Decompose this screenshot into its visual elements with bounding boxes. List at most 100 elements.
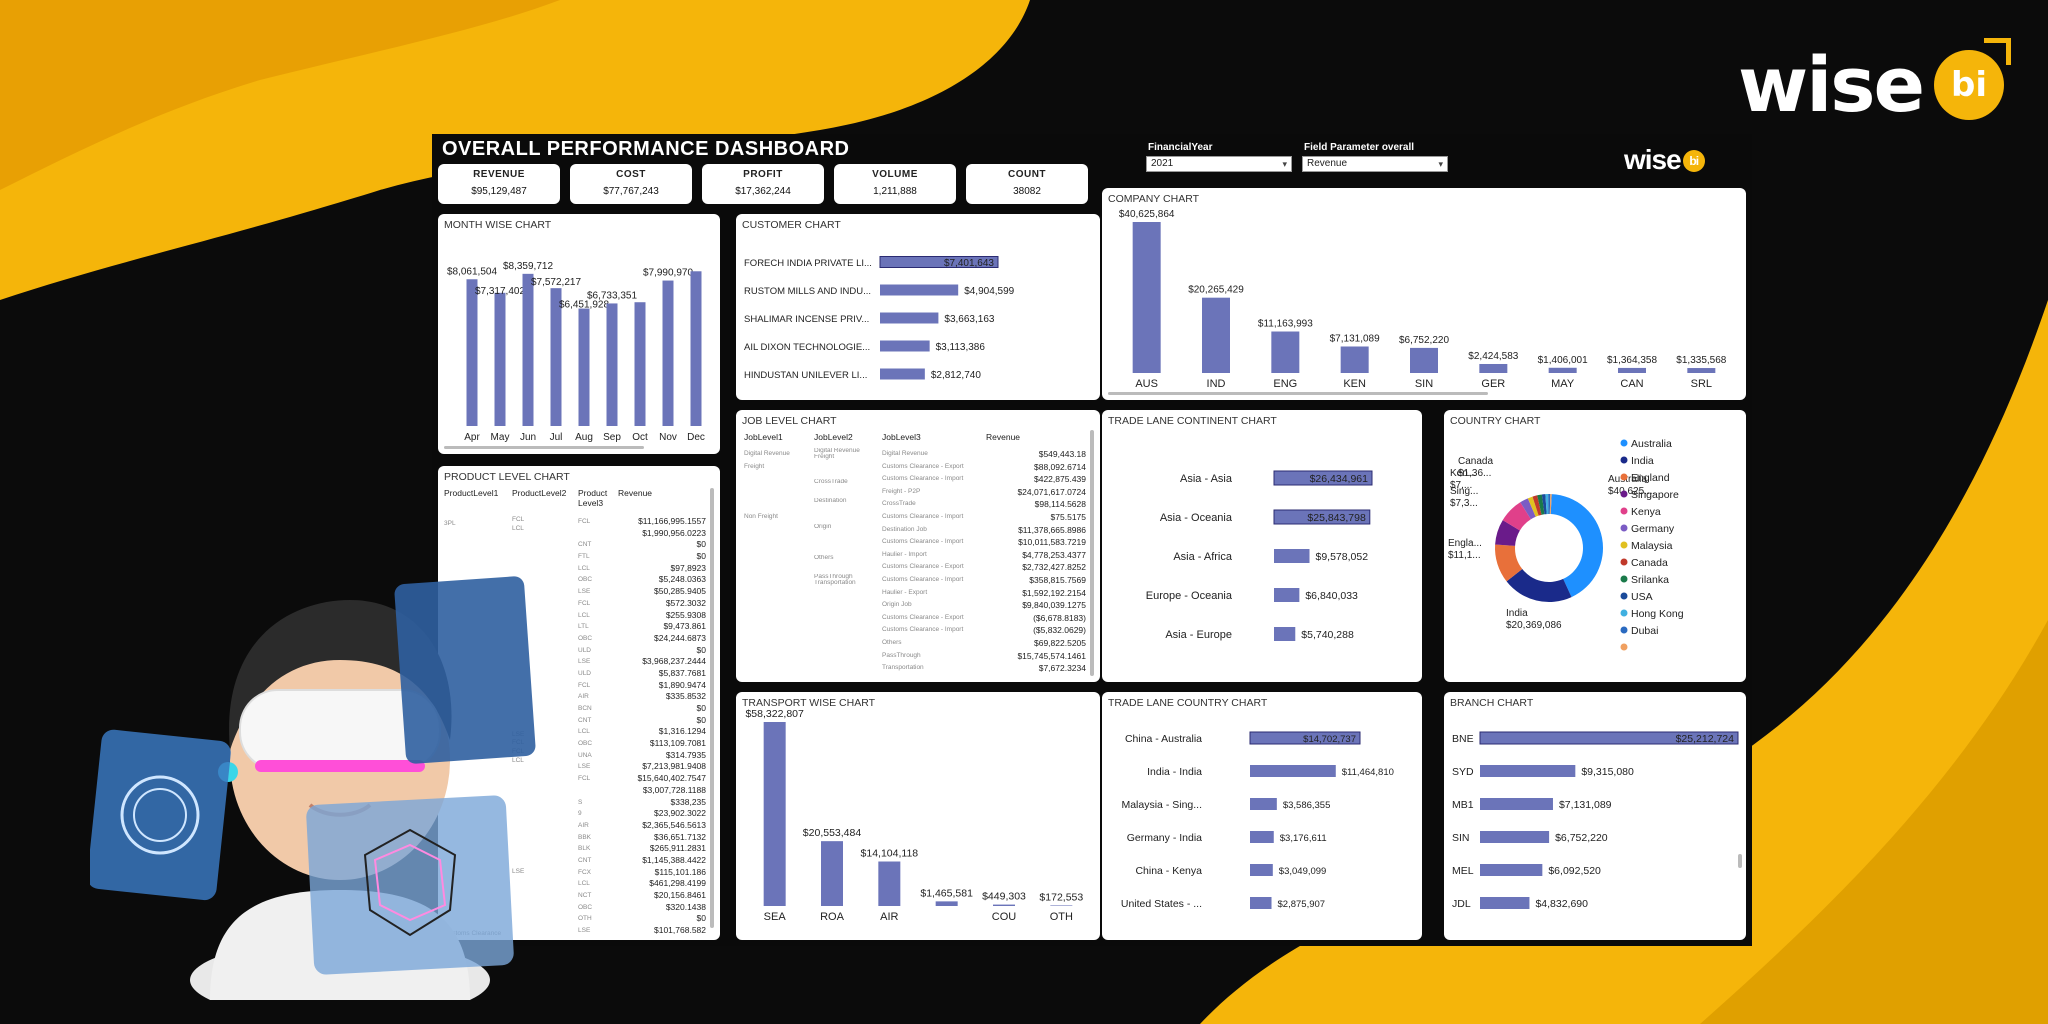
bar[interactable] — [1618, 367, 1646, 373]
bar[interactable] — [1250, 897, 1272, 909]
bar[interactable] — [1202, 297, 1230, 373]
slice-label-name: Sing... — [1450, 486, 1478, 497]
trade-lane-continent-chart[interactable]: TRADE LANE CONTINENT CHART Asia - Asia $2… — [1102, 410, 1422, 682]
bar[interactable] — [1410, 347, 1438, 373]
bar[interactable] — [880, 312, 939, 324]
bar[interactable] — [1274, 627, 1296, 641]
table-cell: $113,109.7081 — [649, 738, 706, 749]
bar[interactable] — [690, 271, 702, 426]
bar[interactable] — [1274, 549, 1310, 563]
kpi-label: REVENUE — [473, 169, 525, 180]
table-cell: $0 — [696, 551, 706, 562]
bar[interactable] — [466, 279, 478, 426]
table-cell: $0 — [696, 714, 706, 725]
bar[interactable] — [1250, 798, 1277, 810]
bar[interactable] — [1480, 765, 1576, 777]
vertical-scrollbar[interactable] — [710, 488, 714, 928]
table-cell: CrossTrade — [882, 500, 916, 508]
data-label: $20,265,429 — [1188, 285, 1244, 296]
table-cell: LSE — [578, 763, 591, 771]
bar[interactable] — [1273, 509, 1371, 525]
bar[interactable] — [1250, 831, 1274, 843]
bar[interactable] — [880, 340, 930, 352]
field-parameter-select[interactable]: Revenue ▾ — [1302, 156, 1448, 172]
bar[interactable] — [522, 273, 534, 426]
pie-slice[interactable] — [1550, 494, 1603, 598]
job-level-chart[interactable]: JOB LEVEL CHART JobLevel1 JobLevel2 JobL… — [736, 410, 1100, 682]
bar[interactable] — [1050, 905, 1073, 906]
table-cell: $15,640,402.7547 — [637, 773, 706, 784]
bar[interactable] — [821, 841, 843, 906]
pie-slice[interactable] — [1506, 569, 1572, 602]
table-cell: $1,316.1294 — [658, 726, 706, 737]
tick-label: Jul — [550, 432, 563, 443]
tick-label: ENG — [1273, 378, 1297, 390]
pie-slice[interactable] — [1549, 494, 1552, 515]
table-cell: FTL — [578, 553, 590, 561]
bar[interactable] — [1480, 831, 1550, 843]
bar[interactable] — [662, 280, 674, 426]
bar[interactable] — [935, 901, 958, 906]
bar[interactable] — [494, 292, 506, 426]
pie-slice[interactable] — [1548, 494, 1551, 515]
pie-slice[interactable] — [1502, 502, 1531, 531]
bar[interactable] — [1274, 588, 1300, 602]
bar[interactable] — [634, 302, 646, 426]
month-wise-chart[interactable]: MONTH WISE CHART $8,061,504 Apr $7,317,402… — [438, 214, 720, 454]
tick-label: Dec — [687, 432, 705, 443]
bar[interactable] — [1250, 864, 1273, 876]
pie-slice[interactable] — [1545, 494, 1549, 515]
vertical-scrollbar[interactable] — [1738, 854, 1742, 868]
pie-slice[interactable] — [1527, 496, 1539, 517]
bar[interactable] — [1687, 368, 1716, 373]
horizontal-scrollbar[interactable] — [1108, 392, 1488, 395]
bar[interactable] — [1271, 331, 1300, 373]
branch-chart[interactable]: BRANCH CHART BNE $25,212,724 SYD $9,315,080… — [1444, 692, 1746, 940]
data-label: $3,049,099 — [1279, 866, 1327, 877]
kpi-value: $95,129,487 — [471, 186, 527, 197]
bar[interactable] — [1479, 363, 1508, 373]
bar[interactable] — [880, 368, 925, 380]
table-cell: $358,815.7569 — [1029, 574, 1086, 585]
pie-slice[interactable] — [1495, 544, 1523, 582]
filter-label-financial-year: FinancialYear — [1148, 142, 1213, 153]
bar[interactable] — [993, 904, 1015, 906]
pie-slice[interactable] — [1520, 498, 1536, 520]
tick-label: ROA — [820, 911, 845, 923]
data-label: $58,322,807 — [745, 708, 804, 720]
pie-slice[interactable] — [1541, 494, 1547, 515]
bar[interactable] — [606, 303, 618, 426]
bar[interactable] — [1249, 731, 1361, 745]
bar[interactable] — [1480, 798, 1553, 810]
country-chart[interactable]: COUNTRY CHART Australia $40,625.... India $… — [1444, 410, 1746, 682]
bar[interactable] — [1479, 731, 1739, 745]
bar[interactable] — [550, 288, 562, 426]
vertical-scrollbar[interactable] — [1090, 430, 1094, 676]
bar[interactable] — [1132, 222, 1161, 373]
table-cell: $0 — [696, 539, 706, 550]
bar[interactable] — [879, 256, 999, 268]
data-label: $8,359,712 — [503, 261, 553, 272]
bar[interactable] — [1273, 470, 1373, 486]
bar[interactable] — [763, 722, 786, 906]
bar[interactable] — [880, 284, 959, 296]
bar[interactable] — [1340, 346, 1369, 373]
bar[interactable] — [1548, 367, 1577, 373]
trade-lane-country-chart[interactable]: TRADE LANE COUNTRY CHART China - Austral… — [1102, 692, 1422, 940]
bar[interactable] — [578, 308, 590, 426]
company-chart[interactable]: COMPANY CHART $40,625,864 AUS $20,265,429 I… — [1102, 188, 1746, 400]
bar[interactable] — [878, 861, 901, 906]
customer-chart[interactable]: CUSTOMER CHART FORECH INDIA PRIVATE LI..… — [736, 214, 1100, 400]
horizontal-scrollbar[interactable] — [444, 446, 644, 449]
financial-year-value: 2021 — [1151, 158, 1174, 169]
tick-label: SIN — [1415, 378, 1433, 390]
financial-year-select[interactable]: 2021 ▾ — [1146, 156, 1292, 172]
bar[interactable] — [1480, 864, 1543, 876]
pie-slice[interactable] — [1532, 495, 1542, 516]
job-level2-column: Digital Revenue Freight CrossTrade Destinat… — [814, 448, 880, 587]
pie-slice[interactable] — [1537, 494, 1545, 515]
transport-wise-chart[interactable]: TRANSPORT WISE CHART $58,322,807 SEA $20,5… — [736, 692, 1100, 940]
bar[interactable] — [1480, 897, 1530, 909]
bar[interactable] — [1250, 765, 1336, 777]
pie-slice[interactable] — [1495, 520, 1520, 546]
